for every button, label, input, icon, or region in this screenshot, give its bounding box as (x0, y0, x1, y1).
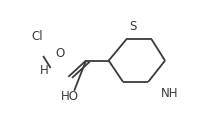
Text: Cl: Cl (31, 30, 43, 43)
Text: S: S (129, 20, 137, 33)
Text: NH: NH (161, 87, 178, 100)
Text: HO: HO (61, 90, 79, 103)
Text: O: O (55, 47, 64, 60)
Text: H: H (39, 64, 48, 77)
